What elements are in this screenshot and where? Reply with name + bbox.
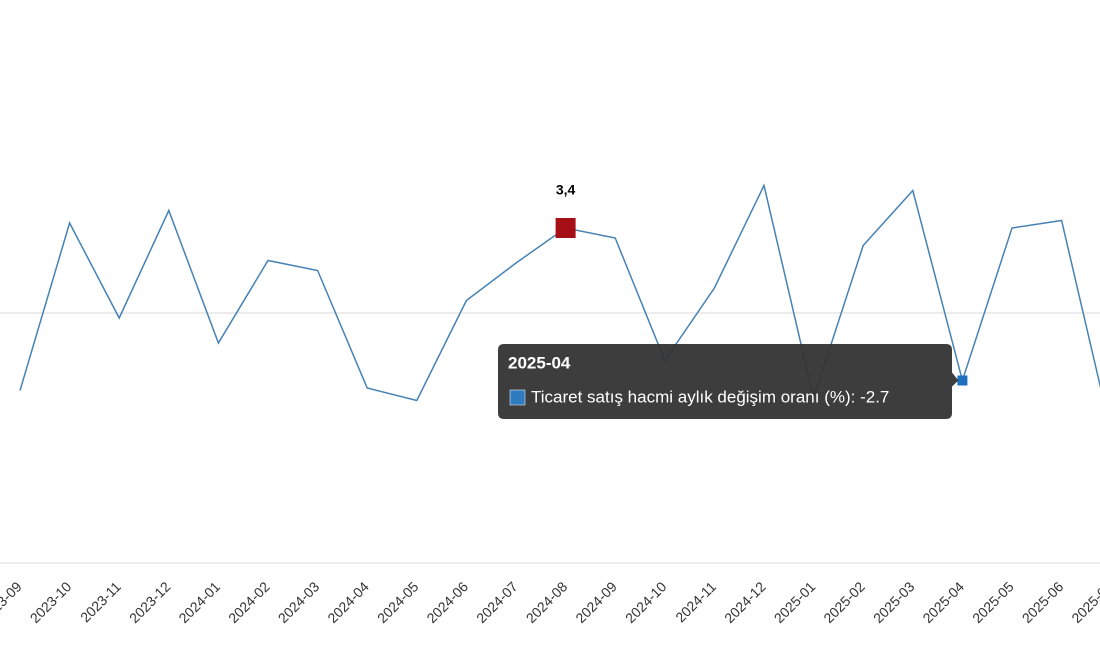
- x-tick-label: 2024-01: [175, 578, 223, 626]
- x-tick-label: 2023-09: [0, 578, 25, 626]
- x-tick: 2024-09: [572, 578, 620, 626]
- x-tick-label: 2024-10: [622, 578, 670, 626]
- x-tick: 2023-11: [77, 578, 124, 625]
- x-tick: 2023-10: [27, 578, 75, 626]
- tooltip-title: 2025-04: [508, 353, 571, 372]
- x-tick: 2024-08: [523, 578, 571, 626]
- x-tick: 2024-11: [672, 578, 719, 625]
- data-label: 3,4: [556, 182, 576, 198]
- x-tick: 2023-12: [126, 578, 174, 626]
- x-tick: 2023-09: [0, 578, 25, 626]
- highlight-point: [555, 218, 576, 238]
- x-tick-label: 2024-06: [423, 578, 471, 626]
- x-tick-label: 2024-07: [473, 578, 521, 626]
- x-tick-label: 2024-03: [275, 578, 323, 626]
- x-tick-label: 2024-04: [324, 578, 372, 626]
- x-tick: 2025-07: [1068, 578, 1100, 626]
- x-tick-label: 2025-02: [820, 578, 868, 626]
- x-tick: 2025-02: [820, 578, 868, 626]
- x-tick: 2024-01: [175, 578, 223, 626]
- x-tick: 2024-07: [473, 578, 521, 626]
- x-tick: 2024-03: [275, 578, 323, 626]
- x-tick-label: 2023-11: [77, 578, 124, 625]
- x-tick: 2025-04: [919, 578, 967, 626]
- x-tick: 2024-10: [622, 578, 670, 626]
- x-tick-label: 2024-08: [523, 578, 571, 626]
- hover-point: [957, 375, 968, 386]
- x-tick: 2024-04: [324, 578, 372, 626]
- x-tick-label: 2025-05: [969, 578, 1017, 626]
- x-tick: 2025-01: [771, 578, 819, 626]
- x-tick-label: 2024-09: [572, 578, 620, 626]
- x-tick-label: 2023-12: [126, 578, 174, 626]
- tooltip-text: Ticaret satış hacmi aylık değişim oranı …: [531, 387, 889, 406]
- x-tick-label: 2025-06: [1019, 578, 1067, 626]
- x-tick-label: 2025-03: [870, 578, 918, 626]
- x-tick-label: 2025-07: [1068, 578, 1100, 626]
- x-tick: 2025-05: [969, 578, 1017, 626]
- tooltip-box: [498, 344, 959, 419]
- x-tick: 2025-06: [1019, 578, 1067, 626]
- x-tick: 2024-06: [423, 578, 471, 626]
- x-tick-label: 2024-11: [672, 578, 719, 625]
- x-tick-label: 2024-12: [721, 578, 769, 626]
- tooltip-swatch: [509, 389, 526, 406]
- x-tick: 2024-02: [225, 578, 273, 626]
- x-tick-label: 2023-10: [27, 578, 75, 626]
- x-tick-label: 2024-02: [225, 578, 273, 626]
- x-tick-label: 2024-05: [374, 578, 422, 626]
- x-tick: 2025-03: [870, 578, 918, 626]
- x-tick-label: 2025-01: [771, 578, 819, 626]
- x-tick-label: 2025-04: [919, 578, 967, 626]
- x-tick: 2024-05: [374, 578, 422, 626]
- x-tick: 2024-12: [721, 578, 769, 626]
